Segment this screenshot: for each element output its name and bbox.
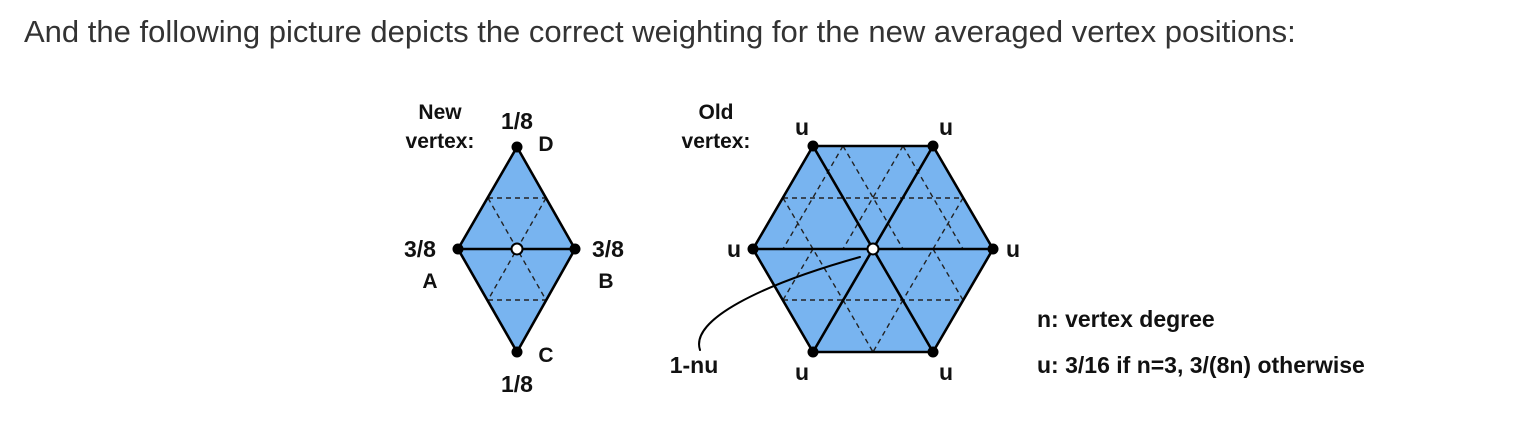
- new-vertex-stencil: New vertex: 1/8 D 3/8 A 3/8 B C 1/8: [404, 101, 624, 397]
- hex-vertex-left-dot: [747, 243, 759, 255]
- vertex-b-dot: [569, 243, 581, 255]
- weight-left: u: [727, 236, 741, 262]
- new-vertex-center-dot: [510, 242, 524, 256]
- old-vertex-center-dot: [866, 242, 880, 256]
- old-vertex-title-line1: Old: [699, 101, 734, 124]
- center-weight-leader-line: [698, 256, 861, 351]
- hex-vertex-top-right-dot: [927, 140, 939, 152]
- old-vertex-stencil: Old vertex: u u u u u u 1-nu: [670, 101, 1020, 385]
- legend-line-degree: n: vertex degree: [1037, 306, 1215, 332]
- weight-right: u: [1006, 236, 1020, 262]
- intro-text: And the following picture depicts the co…: [24, 14, 1296, 49]
- hex-vertex-top-left-dot: [807, 140, 819, 152]
- center-weight-label: 1-nu: [670, 352, 719, 378]
- weight-top-left: u: [795, 114, 809, 140]
- hex-vertex-bottom-right-dot: [927, 346, 939, 358]
- weight-top-right: u: [939, 114, 953, 140]
- weight-d: 1/8: [501, 108, 533, 134]
- weight-a: 3/8: [404, 236, 436, 262]
- weight-bottom-left: u: [795, 359, 809, 385]
- name-c: C: [538, 344, 553, 367]
- legend-line-u: u: 3/16 if n=3, 3/(8n) otherwise: [1037, 352, 1365, 378]
- new-vertex-title-line1: New: [418, 101, 462, 124]
- old-vertex-title-line2: vertex:: [682, 130, 751, 153]
- name-b: B: [598, 270, 613, 293]
- new-vertex-title-line2: vertex:: [406, 130, 475, 153]
- vertex-a-dot: [452, 243, 464, 255]
- weight-b: 3/8: [592, 236, 624, 262]
- weight-c: 1/8: [501, 371, 533, 397]
- vertex-d-dot: [511, 141, 523, 153]
- name-a: A: [422, 270, 437, 293]
- hex-vertex-bottom-left-dot: [807, 346, 819, 358]
- hex-vertex-right-dot: [987, 243, 999, 255]
- vertex-c-dot: [511, 346, 523, 358]
- name-d: D: [538, 133, 553, 156]
- weight-bottom-right: u: [939, 359, 953, 385]
- legend: n: vertex degree u: 3/16 if n=3, 3/(8n) …: [1037, 306, 1365, 378]
